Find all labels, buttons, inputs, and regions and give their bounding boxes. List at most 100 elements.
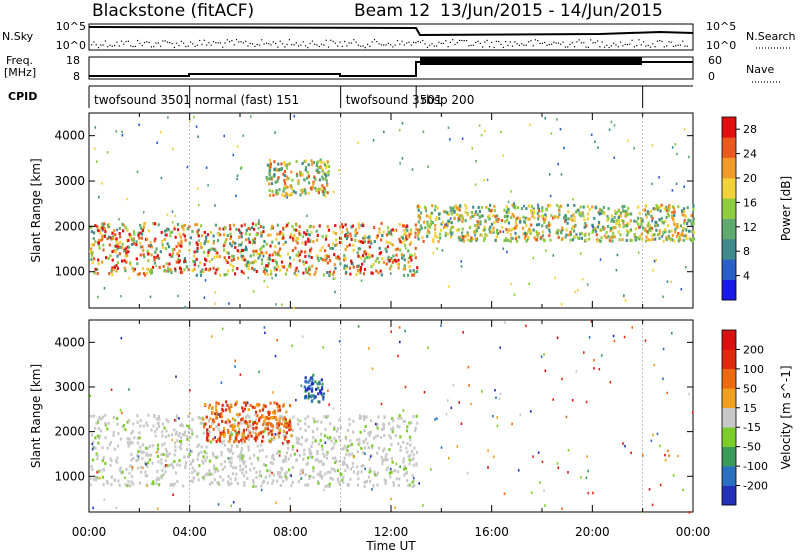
power-cell [327, 255, 330, 259]
power-cell [408, 232, 411, 236]
nsearch-dot [107, 46, 109, 48]
nsearch-dot [445, 40, 447, 42]
power-cell [111, 258, 114, 262]
power-cell [299, 173, 302, 177]
power-cell [238, 228, 241, 232]
velocity-cell [228, 460, 231, 464]
power-cell [427, 224, 430, 228]
power-cell [455, 213, 458, 217]
velocity-cell [261, 435, 265, 439]
power-cell [379, 251, 383, 255]
velocity-cell [320, 391, 323, 395]
velocity-noise-cell [499, 346, 501, 349]
power-cell [493, 204, 496, 208]
power-cell [607, 207, 610, 211]
power-cell [150, 268, 153, 272]
power-cell [506, 238, 509, 242]
cpid-segment-label: rbsp 200 [421, 93, 474, 107]
power-cell [561, 237, 564, 241]
power-cell [107, 256, 110, 260]
power-cell [179, 235, 182, 239]
power-cell [350, 238, 353, 241]
power-cell [485, 205, 488, 209]
velocity-cell [320, 378, 323, 382]
velocity-cell [312, 436, 315, 440]
nsearch-dot [587, 46, 589, 48]
power-cell [433, 208, 437, 212]
power-cell [97, 262, 100, 266]
power-cell [315, 267, 318, 271]
power-cell [368, 239, 371, 243]
power-cell [276, 180, 279, 183]
velocity-cell [252, 484, 255, 488]
power-cell [128, 235, 131, 239]
velocity-cell [317, 386, 320, 390]
velocity-cell [324, 434, 327, 438]
velocity-cell [174, 441, 177, 445]
velocity-cell [245, 436, 248, 440]
velocity-cell [203, 431, 206, 435]
velocity-cell [253, 466, 256, 470]
power-cell [552, 216, 555, 220]
power-cell [295, 273, 298, 277]
power-cell [525, 224, 528, 228]
power-cell [136, 262, 139, 266]
power-cell [373, 226, 376, 229]
nsearch-dot [436, 45, 438, 47]
nsearch-dot [341, 45, 343, 48]
velocity-cell [220, 412, 223, 416]
power-cell [169, 234, 172, 238]
velocity-noise-cell [677, 454, 679, 458]
power-cell [301, 162, 304, 165]
radar-title: Blackstone (fitACF) [92, 1, 254, 21]
velocity-cell [230, 444, 233, 448]
velocity-cell [304, 429, 307, 432]
nsearch-dot [169, 42, 171, 44]
power-cell [308, 254, 311, 258]
power-cell [363, 268, 367, 271]
power-cell [612, 231, 615, 235]
velocity-cell [307, 456, 310, 460]
power-cell [247, 267, 250, 271]
power-cell [626, 233, 629, 237]
velocity-cell [293, 452, 296, 456]
velocity-cell [393, 469, 396, 473]
power-cell [110, 237, 113, 241]
power-cell [627, 212, 630, 216]
power-cell [495, 218, 498, 222]
velocity-cell [317, 480, 320, 484]
power-cell [195, 273, 198, 277]
power-cell [170, 271, 173, 274]
velocity-cell [273, 436, 276, 440]
velocity-noise-cell [652, 433, 654, 437]
velocity-cell [92, 440, 95, 444]
velocity-cell [362, 464, 365, 468]
power-cell [565, 233, 568, 237]
power-cell [536, 233, 539, 237]
power-cell [402, 267, 406, 271]
power-cell [319, 256, 322, 260]
power-cell [309, 239, 312, 243]
velocity-cell [220, 451, 223, 454]
power-cell [414, 246, 417, 250]
velocity-cell [253, 406, 256, 410]
nsearch-dot [185, 46, 187, 48]
power-cell [213, 255, 216, 259]
power-cell [90, 254, 94, 258]
velocity-cell [145, 453, 148, 457]
power-cell [594, 227, 597, 231]
velocity-cell [90, 414, 93, 418]
velocity-cell [205, 445, 208, 449]
velocity-noise-cell [623, 335, 626, 339]
velocity-cell [320, 393, 324, 397]
velocity-cell [116, 422, 119, 426]
power-cell [326, 254, 329, 258]
power-cell [665, 238, 668, 241]
velocity-noise-cell [445, 413, 448, 416]
colorbar-tick-label: 100 [743, 363, 764, 376]
velocity-cell [312, 373, 315, 377]
velocity-cell [252, 479, 255, 482]
velocity-cell [148, 444, 152, 448]
velocity-cell [372, 484, 375, 488]
velocity-cell [416, 421, 419, 425]
